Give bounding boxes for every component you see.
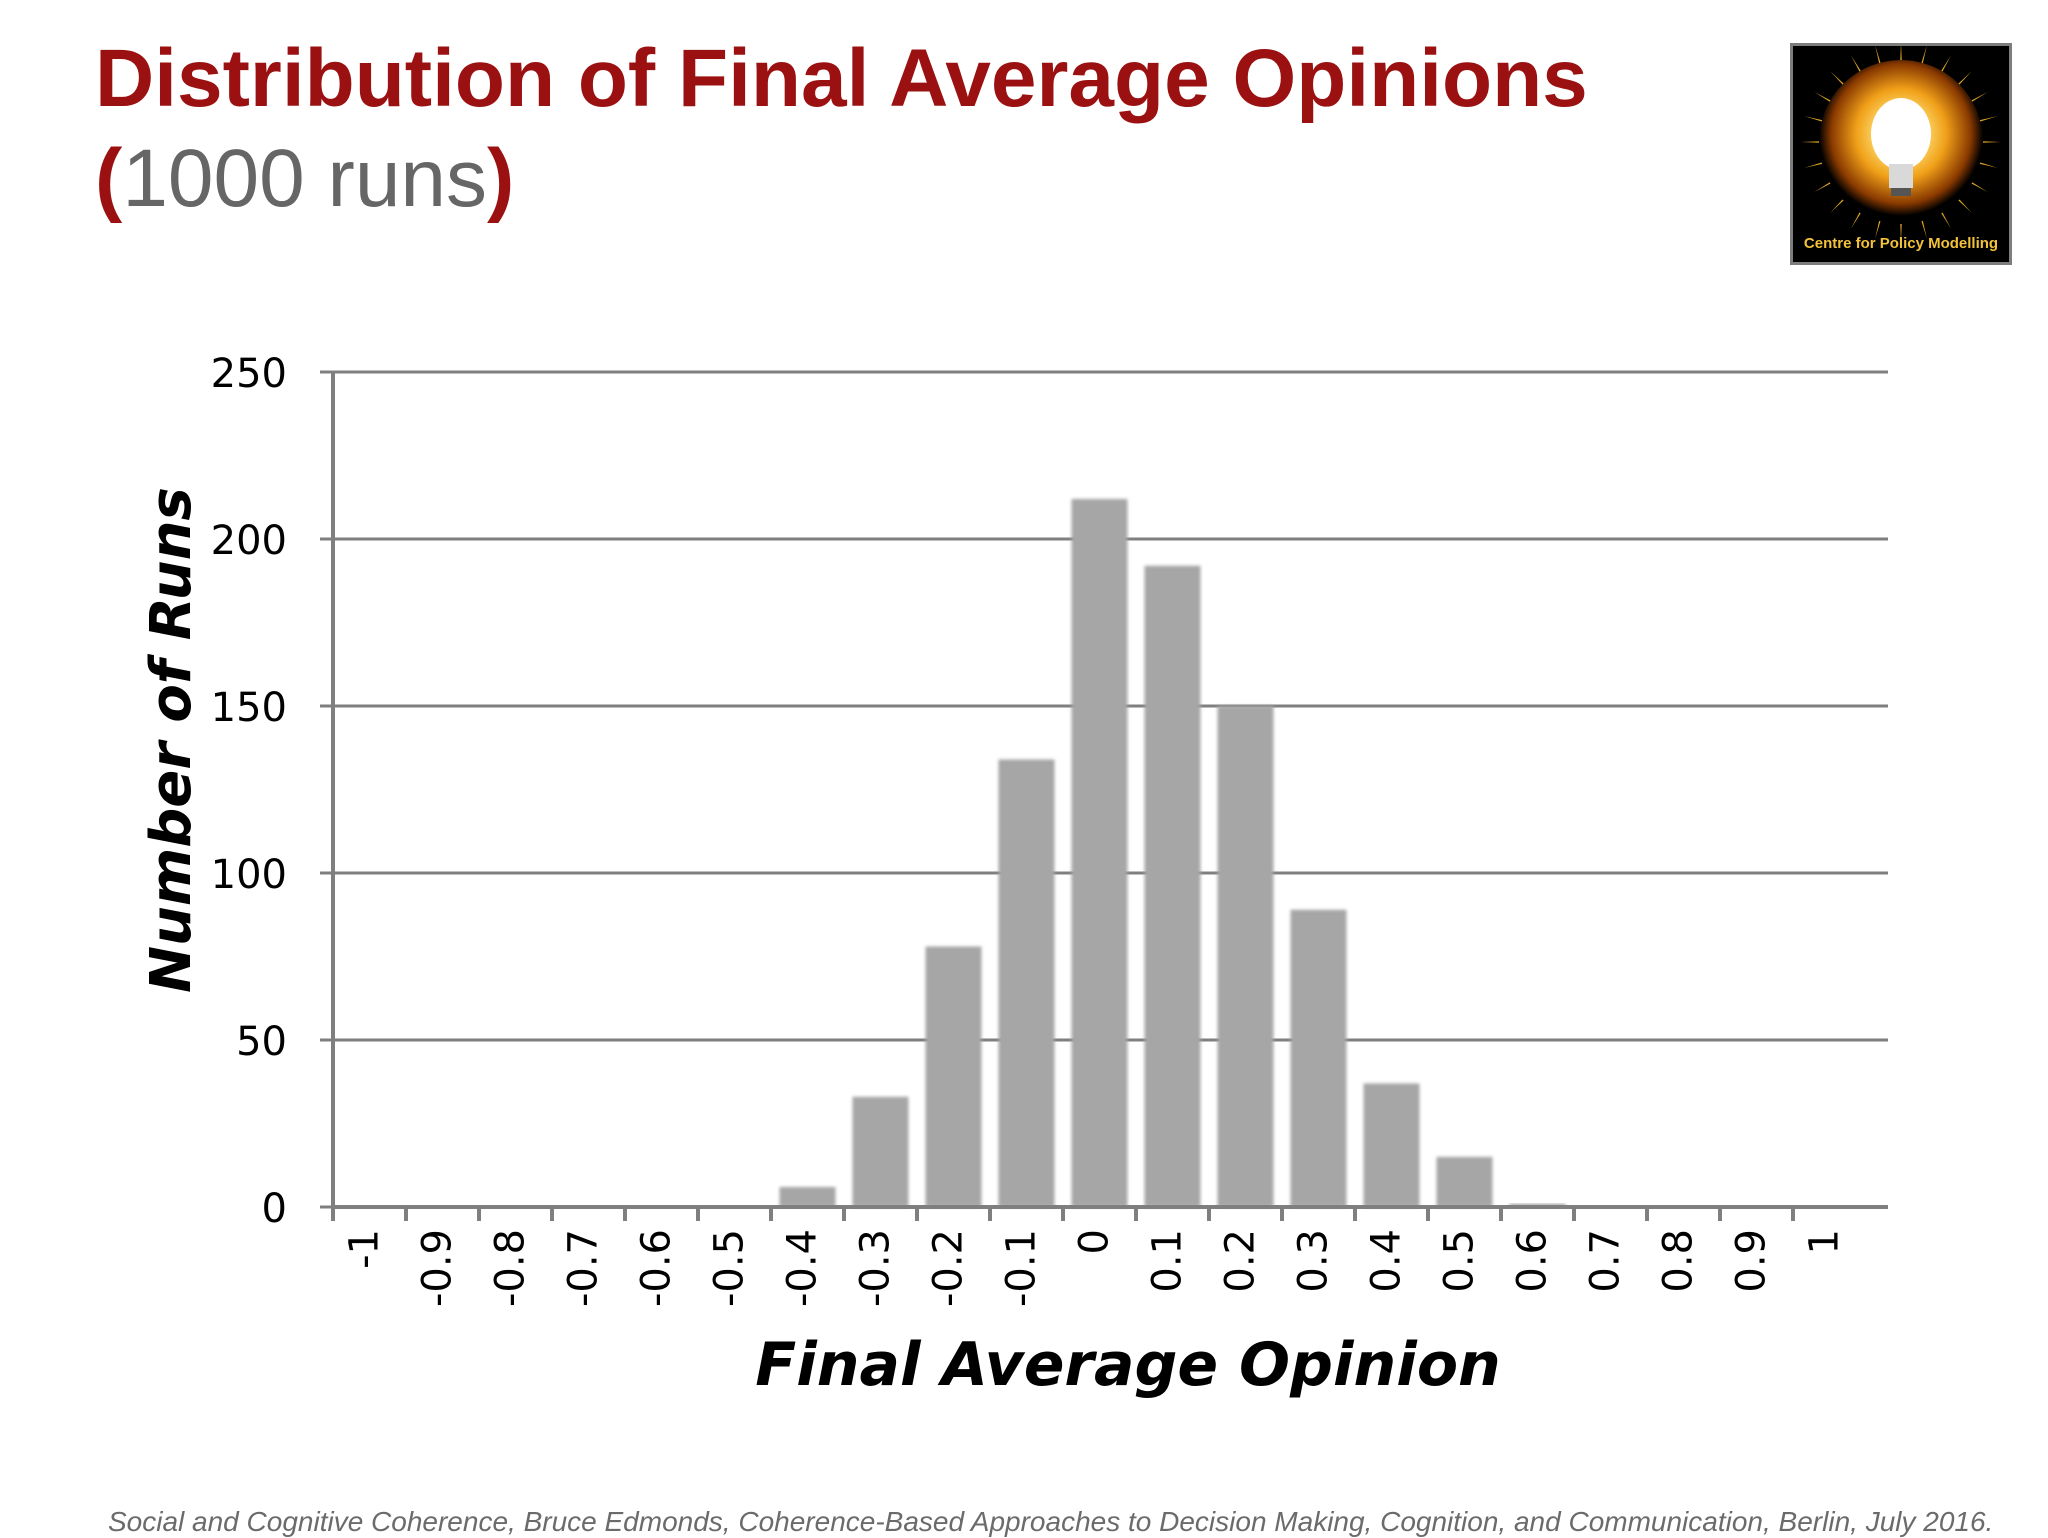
x-tick-label-group: -0.6: [634, 1229, 680, 1307]
x-tick-label: -0.3: [853, 1229, 899, 1307]
x-tick-label: -0.1: [999, 1229, 1045, 1307]
bar: [779, 1186, 836, 1207]
subtitle-open-paren: (: [95, 133, 123, 224]
bar: [1436, 1156, 1493, 1207]
bar: [1290, 909, 1347, 1207]
axes: [331, 372, 1888, 1221]
x-tick-label-group: 0.7: [1583, 1229, 1629, 1293]
y-tick-label: 50: [236, 1019, 287, 1065]
x-tick-label-group: -0.5: [707, 1229, 753, 1307]
bar: [852, 1096, 909, 1207]
x-tick-label-group: 0.6: [1510, 1229, 1556, 1293]
x-tick-label-group: -0.4: [780, 1229, 826, 1307]
subtitle-text: 1000 runs: [122, 133, 488, 224]
x-tick-label-group: -0.7: [561, 1229, 607, 1307]
x-tick-label-group: -1: [342, 1229, 388, 1269]
x-tick-label: 1: [1802, 1229, 1848, 1254]
x-tick-label: 0.9: [1729, 1229, 1775, 1293]
x-tick-label: 0.6: [1510, 1229, 1556, 1293]
x-tick-label: -0.6: [634, 1229, 680, 1307]
x-axis-label: Final Average Opinion: [755, 1330, 1501, 1400]
y-tick-label: 200: [211, 518, 287, 564]
y-tick-label: 150: [211, 685, 287, 731]
x-tick-label: -1: [342, 1229, 388, 1269]
x-tick-label-group: -0.9: [415, 1229, 461, 1307]
y-tick-label: 0: [262, 1186, 287, 1232]
x-tick-label-group: 0.5: [1437, 1229, 1483, 1293]
x-tick-label-group: 0.8: [1656, 1229, 1702, 1293]
bar: [1144, 565, 1201, 1207]
x-tick-label-group: 0.9: [1729, 1229, 1775, 1293]
y-axis-label: Number of Runs: [139, 487, 204, 993]
x-tick-label-group: -0.3: [853, 1229, 899, 1307]
x-tick-label: -0.5: [707, 1229, 753, 1307]
x-tick-label: -0.2: [926, 1229, 972, 1307]
bar: [1217, 706, 1274, 1207]
x-tick-label-group: -0.2: [926, 1229, 972, 1307]
x-tick-label: 0.4: [1364, 1229, 1410, 1293]
axis-labels: 0 50 100 150 200 250 -1 -0.9 -0.8 -0.7 -0.6 -0.5 -0.…: [139, 351, 1848, 1400]
x-tick-label-group: -0.1: [999, 1229, 1045, 1307]
bar: [998, 759, 1055, 1207]
x-tick-label: 0: [1072, 1229, 1118, 1254]
y-tick-label: 100: [211, 852, 287, 898]
bar: [925, 946, 982, 1207]
x-tick-label-group: 0.3: [1291, 1229, 1337, 1293]
x-tick-label-group: 0.2: [1218, 1229, 1264, 1293]
x-tick-label-group: 0.4: [1364, 1229, 1410, 1293]
x-tick-label: -0.4: [780, 1229, 826, 1307]
x-tick-label: 0.2: [1218, 1229, 1264, 1293]
bar: [1363, 1083, 1420, 1207]
x-tick-label: 0.8: [1656, 1229, 1702, 1293]
x-tick-label: 0.1: [1145, 1229, 1191, 1293]
page-subtitle: (1000 runs): [95, 138, 514, 220]
x-tick-label: 0.7: [1583, 1229, 1629, 1293]
y-axis-label-group: Number of Runs: [139, 487, 204, 993]
x-tick-label-group: 0.1: [1145, 1229, 1191, 1293]
citation-footer: Social and Cognitive Coherence, Bruce Ed…: [108, 1506, 1994, 1537]
x-tick-label-group: -0.8: [488, 1229, 534, 1307]
bar: [1071, 498, 1128, 1207]
x-tick-label: -0.8: [488, 1229, 534, 1307]
lightbulb-icon: [1793, 46, 2009, 262]
page-title: Distribution of Final Average Opinions: [95, 33, 1588, 124]
bars: [779, 498, 1712, 1207]
subtitle-close-paren: ): [487, 133, 515, 224]
x-tick-label: 0.3: [1291, 1229, 1337, 1293]
logo-text: Centre for Policy Modelling: [1803, 235, 1999, 252]
x-tick-label-group: 1: [1802, 1229, 1848, 1254]
x-tick-label: -0.9: [415, 1229, 461, 1307]
x-tick-label: -0.7: [561, 1229, 607, 1307]
cpm-logo: Centre for Policy Modelling: [1790, 43, 2012, 265]
x-tick-label: 0.5: [1437, 1229, 1483, 1293]
y-tick-label: 250: [211, 351, 287, 397]
x-tick-label-group: 0: [1072, 1229, 1118, 1254]
